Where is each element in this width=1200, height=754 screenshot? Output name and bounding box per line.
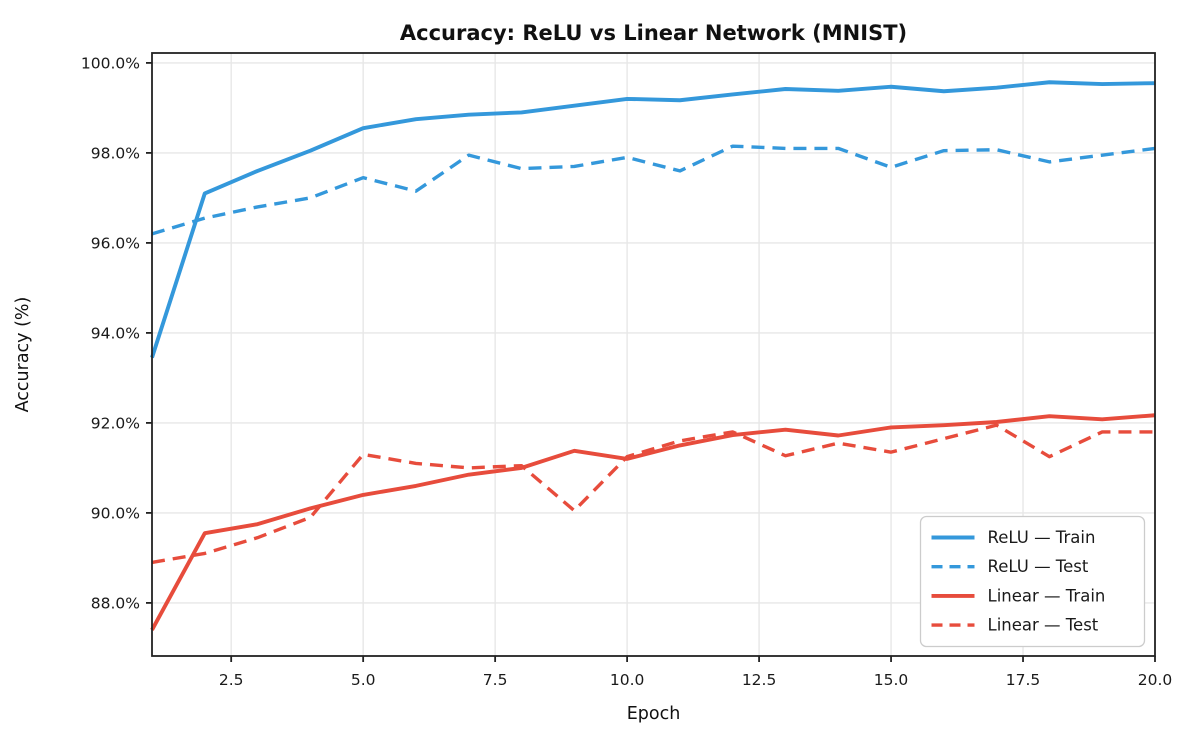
y-tick-label: 88.0%	[91, 594, 140, 612]
x-tick-label: 10.0	[610, 671, 645, 689]
x-tick-label: 12.5	[742, 671, 777, 689]
series-layer	[150, 80, 1156, 631]
y-axis-label: Accuracy (%)	[13, 297, 33, 413]
axes-spines	[151, 52, 1156, 657]
x-axis-label: Epoch	[627, 704, 681, 724]
legend-label-linear-test: Linear — Test	[988, 616, 1099, 635]
legend-box	[919, 515, 1146, 648]
series-line-linear-test	[151, 423, 1155, 565]
series-line-relu-train	[150, 80, 1156, 359]
x-tick-label: 15.0	[874, 671, 909, 689]
y-tick-label: 98.0%	[91, 144, 140, 162]
plot-border	[151, 52, 1156, 657]
y-tick-label: 96.0%	[91, 234, 140, 252]
x-tick-label: 5.0	[351, 671, 376, 689]
legend-label-linear-train: Linear — Train	[988, 586, 1106, 605]
tick-layer: 2.5 5.0 7.5 10.0 12.5 15.0 17.5 20.0 88.0% 90.0% 9…	[81, 54, 1172, 689]
grid-layer	[152, 53, 1156, 656]
chart-title: Accuracy: ReLU vs Linear Network (MNIST)	[400, 21, 907, 45]
legend: ReLU — Train ReLU — Test Linear — Train Lin…	[919, 515, 1146, 648]
y-tick-label: 100.0%	[81, 54, 140, 72]
x-tick-label: 17.5	[1006, 671, 1041, 689]
x-tick-label: 7.5	[483, 671, 508, 689]
y-tick-label: 92.0%	[91, 414, 140, 432]
x-tick-label: 20.0	[1138, 671, 1173, 689]
legend-label-relu-test: ReLU — Test	[988, 557, 1089, 576]
legend-label-relu-train: ReLU — Train	[988, 528, 1096, 547]
series-line-relu-test	[151, 144, 1156, 236]
x-tick-label: 2.5	[219, 671, 244, 689]
y-tick-label: 94.0%	[91, 324, 140, 342]
y-tick-label: 90.0%	[91, 504, 140, 522]
